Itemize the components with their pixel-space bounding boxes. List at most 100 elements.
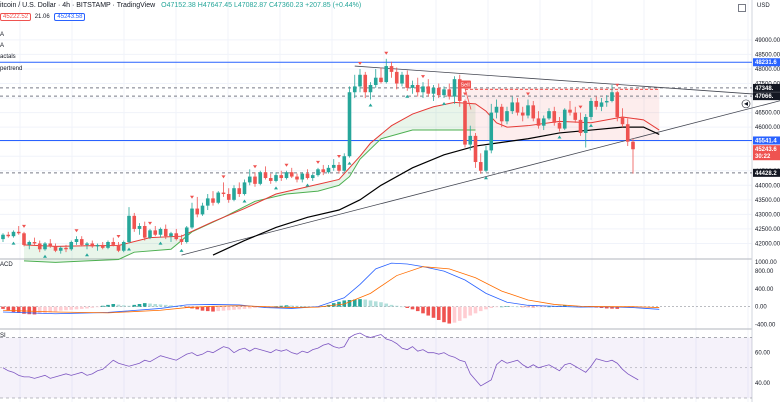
candle-body: [505, 111, 509, 122]
price-tick-label: 44000.00: [755, 183, 780, 189]
candle-body: [610, 92, 614, 101]
candle-body: [79, 239, 84, 245]
macd-tick-label: 400.00: [755, 287, 774, 293]
candle-body: [132, 215, 137, 229]
macd-histogram-bar: [484, 306, 488, 310]
indicator-legend-2[interactable]: A: [0, 43, 5, 49]
price-label-box[interactable]: [753, 83, 780, 92]
candle-body: [426, 86, 431, 94]
candle-body: [310, 175, 315, 179]
candle-body: [442, 89, 446, 96]
rsi-legend[interactable]: SI: [0, 333, 6, 339]
macd-histogram-bar: [363, 299, 368, 307]
macd-histogram-bar: [368, 300, 373, 307]
candle-body: [363, 74, 368, 93]
buy-price-badge[interactable]: 45243.58: [54, 13, 86, 21]
candle-body: [394, 71, 399, 84]
macd-histogram-bar: [358, 299, 362, 307]
price-axis[interactable]: 49000.0048500.0048000.0047500.0047000.00…: [753, 38, 780, 387]
supertrend-line: [23, 129, 476, 263]
macd-histogram-bar: [85, 306, 89, 309]
price-tick-label: 42500.00: [755, 227, 780, 233]
candle-body: [200, 205, 205, 215]
price-label-box[interactable]: [753, 168, 780, 177]
macd-histogram-bar: [541, 306, 546, 308]
candle-body: [179, 239, 184, 243]
price-label-box[interactable]: [753, 58, 780, 67]
macd-legend[interactable]: ACD: [0, 262, 13, 268]
sell-signal-label: Sell: [461, 83, 470, 89]
candle-body: [447, 89, 452, 97]
price-tick-label: 43500.00: [755, 198, 780, 204]
candle-body: [463, 100, 467, 145]
candle-body: [342, 156, 347, 171]
candle-body: [69, 242, 74, 250]
upper-trendline[interactable]: [354, 65, 780, 97]
price-label-box[interactable]: [753, 152, 780, 161]
candle-body: [536, 118, 541, 126]
candle-body: [631, 141, 635, 150]
fractal-down-marker: [557, 135, 562, 139]
macd-histogram-bar: [510, 306, 515, 307]
symbol-title[interactable]: itcoin / U.S. Dollar · 4h · BITSTAMP · T…: [0, 2, 156, 9]
macd-tick-label: -400.00: [755, 322, 776, 328]
macd-histogram-bar: [568, 305, 572, 307]
pane-controls[interactable]: [738, 4, 746, 14]
candle-body: [604, 100, 609, 103]
macd-histogram-bar: [148, 303, 152, 307]
sell-price-badge[interactable]: 45222.52: [0, 13, 32, 21]
macd-histogram-bar: [604, 306, 609, 309]
indicator-legend-4[interactable]: pertrend: [0, 66, 23, 72]
candle-body: [405, 74, 410, 88]
candle-body: [27, 242, 32, 245]
rsi-line: [2, 332, 639, 387]
price-tick-label: 43000.00: [755, 212, 780, 218]
candle-body: [284, 172, 289, 179]
maximize-pane-icon[interactable]: [738, 4, 746, 12]
candle-body: [562, 109, 567, 129]
macd-histogram-bar: [142, 303, 147, 307]
spread-value: 21.06: [34, 14, 50, 20]
macd-histogram-bar: [211, 306, 215, 312]
fractal-up-marker: [190, 195, 194, 199]
ohlc-values: O47152.38 H47647.45 L47082.87 C47360.23 …: [161, 2, 362, 9]
candle-body: [589, 100, 593, 117]
macd-histogram-bar: [384, 303, 389, 307]
macd-histogram-bar: [405, 306, 410, 308]
currency-label[interactable]: USD: [757, 3, 770, 9]
price-label-box[interactable]: [753, 145, 780, 154]
candle-body: [174, 233, 179, 240]
macd-histogram-bar: [284, 305, 289, 307]
fractal-down-marker: [589, 123, 593, 127]
candle-body: [226, 194, 231, 200]
candle-body: [368, 84, 373, 93]
candle-body: [352, 86, 357, 93]
price-label-box[interactable]: [753, 92, 780, 101]
candle-body: [48, 243, 53, 247]
macd-histogram-bar: [121, 305, 126, 307]
candle-body: [468, 135, 473, 145]
fractal-up-marker: [253, 165, 257, 169]
candle-body: [431, 87, 436, 94]
indicator-legend-3[interactable]: actals: [0, 54, 16, 60]
candle-body: [515, 102, 520, 113]
macd-histogram-bar: [389, 304, 394, 307]
candle-body: [410, 84, 415, 88]
fractal-down-marker: [127, 247, 131, 251]
macd-histogram-bar: [242, 306, 247, 309]
fractal-down-marker: [179, 248, 184, 252]
fractal-down-marker: [11, 241, 16, 245]
candle-body: [190, 208, 194, 228]
price-label-box[interactable]: [753, 136, 780, 145]
macd-histogram-bar: [436, 306, 441, 320]
candle-body: [358, 74, 362, 87]
indicator-legend-1[interactable]: A: [0, 32, 5, 38]
candle-body: [232, 188, 236, 200]
macd-histogram-bar: [415, 306, 420, 312]
candle-body: [389, 66, 394, 72]
rsi-tick-label: 40.00: [755, 381, 771, 387]
candle-body: [599, 102, 604, 107]
macd-histogram-bar: [373, 301, 378, 307]
fractal-down-marker: [305, 183, 310, 187]
